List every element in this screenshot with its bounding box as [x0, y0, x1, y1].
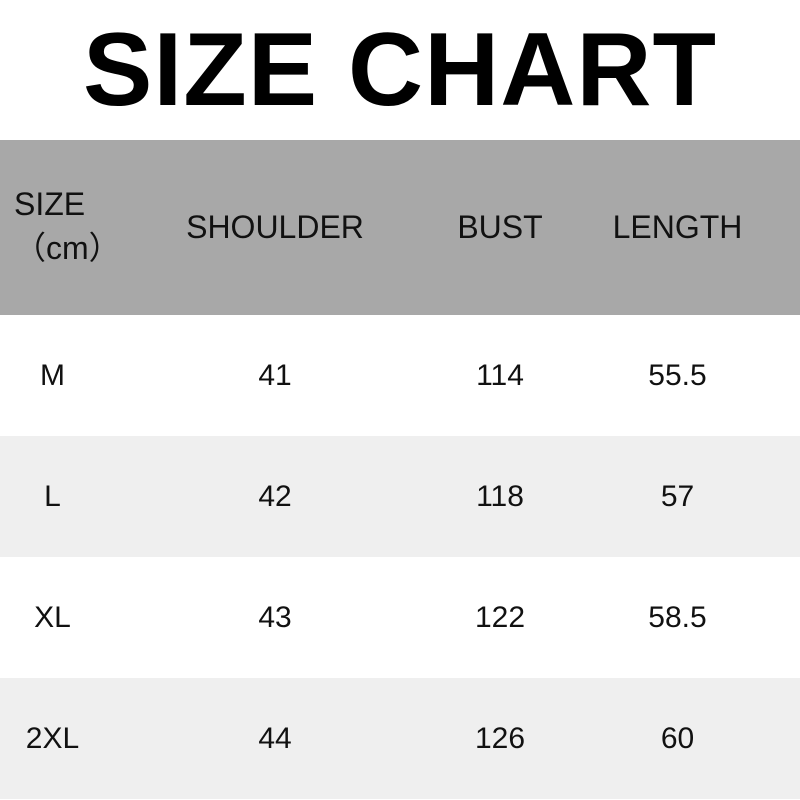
table-cell: 57 [660, 479, 695, 513]
table-row: L 42 118 57 [0, 436, 800, 557]
table-header: SIZE （cm） SHOULDER BUST LENGTH [0, 140, 800, 315]
table-cell: 58.5 [648, 600, 707, 634]
shoulder-header: SHOULDER [186, 209, 364, 245]
table-cell: 122 [474, 600, 526, 634]
table-cell: XL [34, 600, 71, 634]
table-cell: 55.5 [648, 358, 707, 392]
unit-label: （cm） [14, 230, 121, 266]
size-header: SIZE （cm） [0, 186, 121, 269]
table-cell: 126 [474, 721, 526, 755]
table-cell: L [44, 479, 61, 513]
table-cell: 42 [258, 479, 292, 513]
table-row: 2XL 44 126 60 [0, 678, 800, 799]
table-cell: 2XL [25, 721, 80, 755]
table-cell: 44 [258, 721, 292, 755]
table-cell: 41 [258, 358, 292, 392]
table-row: XL 43 122 58.5 [0, 557, 800, 678]
size-label: SIZE [14, 186, 86, 222]
table-cell: M [40, 358, 65, 392]
bust-header: BUST [457, 209, 543, 245]
page-title: SIZE CHART [83, 11, 717, 128]
length-header: LENGTH [612, 209, 743, 245]
table-row: M 41 114 55.5 [0, 315, 800, 436]
table-cell: 118 [476, 479, 524, 513]
table-cell: 60 [660, 721, 695, 755]
table-cell: 43 [258, 600, 292, 634]
table-cell: 114 [476, 358, 524, 392]
